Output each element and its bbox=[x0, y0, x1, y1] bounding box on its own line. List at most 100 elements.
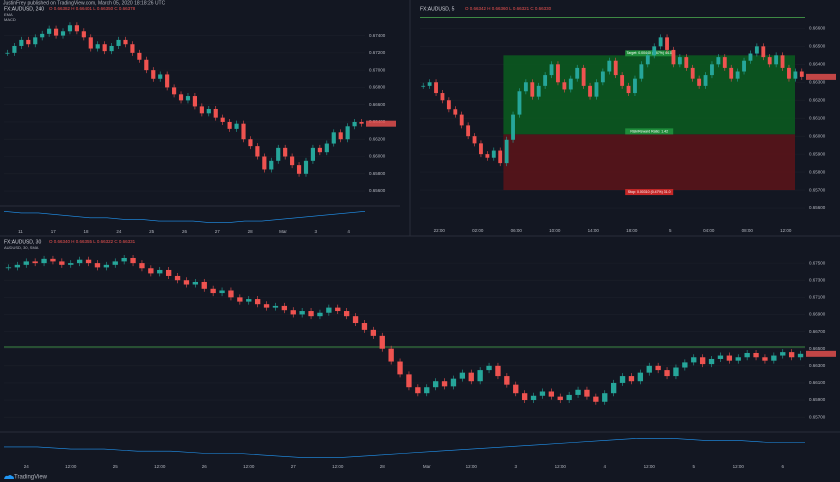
x-tick-label: 25 bbox=[113, 464, 119, 469]
stop-zone bbox=[503, 134, 795, 191]
candle bbox=[774, 55, 779, 65]
candle bbox=[406, 374, 412, 388]
candle bbox=[335, 307, 341, 312]
candle bbox=[762, 357, 768, 361]
position-label: Risk/Reward Ratio: 1.42 bbox=[630, 129, 668, 133]
candle bbox=[5, 52, 10, 54]
candle bbox=[495, 365, 501, 377]
candle bbox=[523, 82, 528, 92]
x-tick-label: 12:00 bbox=[644, 464, 656, 469]
last-price-tag bbox=[806, 73, 836, 80]
candle bbox=[664, 370, 670, 377]
y-tick-label: 0.65600 bbox=[809, 205, 826, 210]
candle bbox=[477, 370, 483, 382]
y-tick-label: 0.66600 bbox=[369, 102, 386, 107]
y-tick-label: 0.66100 bbox=[809, 115, 826, 120]
candle bbox=[255, 146, 260, 157]
candle bbox=[296, 165, 302, 174]
candle bbox=[593, 396, 599, 402]
candle bbox=[68, 263, 74, 265]
x-tick-label: 3 bbox=[514, 464, 517, 469]
candle bbox=[620, 75, 625, 86]
candle bbox=[310, 147, 316, 161]
candle bbox=[50, 258, 56, 262]
x-tick-label: Mar bbox=[423, 464, 431, 469]
indicator-line bbox=[4, 438, 805, 458]
panel-title: FX:AUDUSD, 240 bbox=[4, 6, 44, 12]
candle bbox=[575, 389, 581, 395]
candle bbox=[710, 64, 714, 76]
candle bbox=[788, 352, 795, 358]
candle bbox=[317, 312, 323, 317]
candle bbox=[441, 381, 448, 387]
y-tick-label: 0.65800 bbox=[809, 169, 826, 174]
candle bbox=[137, 52, 142, 60]
candle bbox=[797, 353, 804, 358]
last-price-tag bbox=[366, 120, 396, 127]
candle bbox=[697, 78, 702, 86]
candle bbox=[165, 269, 172, 276]
x-tick-label: 12:00 bbox=[733, 464, 745, 469]
candle bbox=[652, 46, 657, 56]
candle bbox=[424, 387, 430, 394]
logo-icon bbox=[4, 475, 14, 479]
candle bbox=[513, 384, 519, 394]
candle bbox=[793, 71, 798, 79]
last-price-tag bbox=[806, 350, 836, 357]
candle bbox=[677, 57, 682, 65]
y-tick-label: 0.67300 bbox=[809, 277, 826, 282]
indicator-line bbox=[3, 210, 366, 224]
candle bbox=[192, 281, 199, 285]
candle bbox=[767, 57, 772, 65]
legend-entry: MACD bbox=[4, 17, 16, 22]
candle bbox=[76, 259, 83, 264]
candle bbox=[290, 156, 295, 166]
y-tick-label: 0.66000 bbox=[809, 133, 826, 138]
position-label: Target: 0.00440 (0.67%) 44.0 bbox=[627, 51, 672, 55]
candle bbox=[345, 126, 350, 140]
candle bbox=[780, 352, 786, 356]
candle bbox=[717, 355, 724, 359]
candle bbox=[121, 257, 127, 262]
candle bbox=[41, 258, 47, 264]
candle bbox=[213, 109, 218, 118]
candle bbox=[543, 75, 548, 86]
candle bbox=[628, 376, 635, 382]
x-tick-label: 12:00 bbox=[780, 228, 792, 233]
candle bbox=[139, 263, 145, 269]
candle bbox=[691, 357, 697, 363]
y-tick-label: 0.66400 bbox=[809, 61, 826, 66]
candle bbox=[646, 365, 652, 373]
candle bbox=[172, 87, 177, 95]
candle bbox=[281, 305, 288, 311]
x-tick-label: 12:00 bbox=[65, 464, 77, 469]
candle bbox=[331, 132, 336, 144]
candle bbox=[771, 355, 777, 361]
candle bbox=[703, 75, 708, 86]
candle bbox=[219, 290, 225, 294]
y-tick-label: 0.67400 bbox=[369, 33, 386, 38]
candle bbox=[434, 82, 438, 94]
y-tick-label: 0.66700 bbox=[809, 329, 826, 334]
candle bbox=[32, 261, 38, 264]
candle bbox=[33, 37, 38, 45]
candle bbox=[517, 91, 522, 115]
candle bbox=[326, 307, 332, 313]
candle bbox=[690, 67, 695, 79]
candle bbox=[575, 67, 580, 79]
y-tick-label: 0.66300 bbox=[809, 79, 826, 84]
candle bbox=[151, 70, 156, 79]
x-tick-label: 14:00 bbox=[588, 228, 600, 233]
x-tick-label: 5 bbox=[669, 228, 672, 233]
y-tick-label: 0.65700 bbox=[809, 414, 826, 419]
candle bbox=[174, 275, 181, 281]
header-text: JustinFrey published on TradingView.com,… bbox=[3, 0, 166, 6]
x-tick-label: 4 bbox=[603, 464, 606, 469]
candle bbox=[19, 39, 24, 46]
position-label: Stop: 0.00310 (0.47%) 31.0 bbox=[628, 190, 671, 194]
candle bbox=[269, 160, 274, 170]
candle bbox=[440, 93, 445, 101]
candle bbox=[157, 269, 163, 274]
candle bbox=[744, 352, 750, 358]
